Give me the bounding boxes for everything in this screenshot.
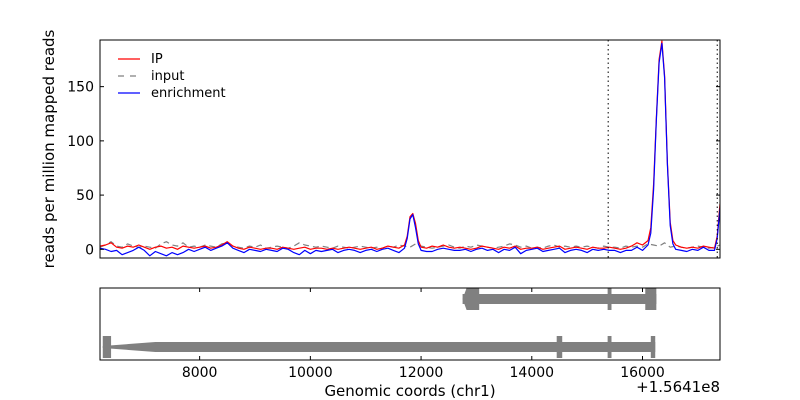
series-line-IP (100, 40, 720, 250)
signal-panel: 0 50 100 150 reads per million mapped reads… (40, 29, 721, 268)
exon (607, 336, 612, 358)
annotation-panel: 8000 10000 12000 14000 16000 Genomic coords … (99, 287, 721, 400)
exon (645, 288, 657, 310)
exon (102, 336, 112, 358)
exon (462, 288, 480, 310)
series-line-enrichment (100, 42, 720, 257)
x-ticks: 8000 10000 12000 14000 16000 (182, 288, 665, 381)
intron-line (462, 294, 657, 304)
x-tick-label: 16000 (620, 365, 665, 381)
x-tick-label: 12000 (399, 365, 444, 381)
x-offset-label: +1.5641e8 (636, 378, 720, 396)
x-axis-label: Genomic coords (chr1) (324, 382, 495, 400)
exon (607, 288, 612, 310)
x-tick-label: 8000 (182, 365, 218, 381)
legend-label-enrichment: enrichment (151, 86, 226, 101)
signal-y-ticks: 0 50 100 150 (67, 80, 720, 258)
y-tick-label: 150 (67, 80, 94, 96)
series-line-input (100, 241, 720, 249)
annotation-frame (99, 287, 721, 361)
y-tick-label: 0 (85, 242, 94, 258)
exon (556, 336, 563, 358)
legend-label-input: input (151, 69, 184, 84)
transcript-0 (462, 288, 657, 310)
x-tick-label: 10000 (288, 365, 333, 381)
y-tick-label: 100 (67, 134, 94, 150)
y-tick-label: 50 (76, 188, 94, 204)
signal-plot-area (100, 40, 720, 258)
signal-frame (99, 39, 721, 259)
legend: IP input enrichment (118, 52, 226, 101)
transcript-1 (102, 336, 656, 358)
y-axis-label: reads per million mapped reads (40, 29, 58, 268)
x-tick-label: 14000 (510, 365, 555, 381)
exon (650, 336, 656, 358)
legend-label-IP: IP (151, 52, 163, 67)
vertical-markers (607, 40, 718, 258)
gene-track (102, 288, 657, 358)
signal-series-group (100, 40, 720, 257)
intron-line (102, 342, 656, 352)
